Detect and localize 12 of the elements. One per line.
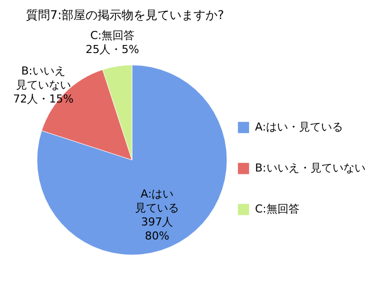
legend-label: C:無回答 bbox=[255, 202, 300, 216]
text: 397人 bbox=[141, 216, 174, 229]
text: B:いいえ bbox=[21, 64, 66, 78]
text: C:無回答 bbox=[90, 29, 135, 42]
text: 25人・5% bbox=[86, 43, 140, 56]
legend-label: A:はい・見ている bbox=[255, 120, 344, 134]
text: 80% bbox=[144, 230, 170, 243]
text: 見ていない bbox=[16, 78, 71, 92]
legend-label: B:いいえ・見ていない bbox=[255, 162, 366, 174]
text: A:はい bbox=[140, 188, 174, 201]
chart-title: 質問7:部屋の掲示物を見ていますか? bbox=[26, 8, 224, 22]
text: 見ている bbox=[135, 202, 180, 215]
